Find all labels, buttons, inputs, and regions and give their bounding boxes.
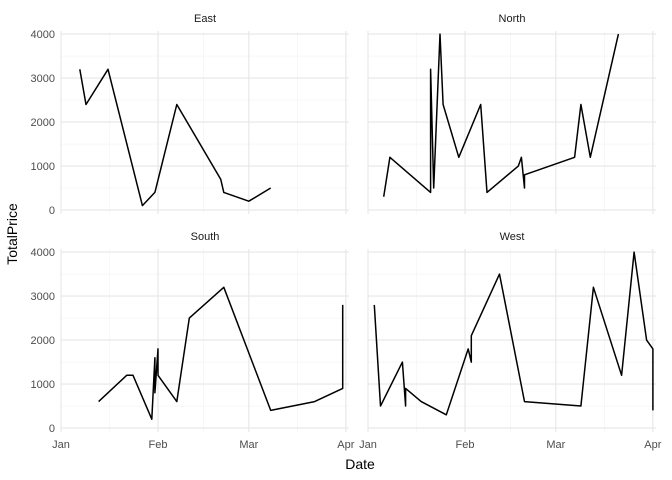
series-line-west (373, 251, 654, 416)
y-tick-label: 4000 (31, 247, 55, 259)
facet-label-east: East (194, 13, 216, 25)
series-line-south (98, 286, 344, 420)
y-tick-label: 0 (49, 423, 55, 435)
y-tick-label: 1000 (31, 161, 55, 173)
facet-label-north: North (499, 13, 526, 25)
x-tick-label: Jan (359, 439, 377, 451)
y-tick-label: 1000 (31, 379, 55, 391)
y-tick-label: 3000 (31, 73, 55, 85)
series-line-east (79, 68, 272, 207)
y-tick-label: 2000 (31, 117, 55, 129)
facet-panel-west: West Jan Feb Mar Apr (359, 231, 662, 451)
x-axis-title: Date (345, 456, 375, 472)
x-tick-label: Apr (337, 439, 354, 451)
x-tick-label: Feb (149, 439, 168, 451)
x-tick-label: Mar (239, 439, 258, 451)
facet-panel-east: East 0 1000 2000 3000 4000 (31, 13, 349, 217)
y-tick-label: 2000 (31, 335, 55, 347)
series-line-north (382, 33, 620, 197)
x-tick-label: Apr (644, 439, 661, 451)
facet-label-south: South (191, 231, 220, 243)
facet-label-west: West (500, 231, 525, 243)
x-tick-label: Jan (52, 439, 70, 451)
x-tick-label: Mar (546, 439, 565, 451)
y-tick-label: 4000 (31, 29, 55, 41)
y-axis-title: TotalPrice (4, 203, 20, 265)
y-tick-label: 0 (49, 205, 55, 217)
facet-panel-south: South 0 1000 2000 3000 4000 Jan Feb Mar Apr (31, 231, 355, 451)
x-tick-label: Feb (456, 439, 475, 451)
y-tick-label: 3000 (31, 291, 55, 303)
facet-panel-north: North (367, 13, 656, 214)
